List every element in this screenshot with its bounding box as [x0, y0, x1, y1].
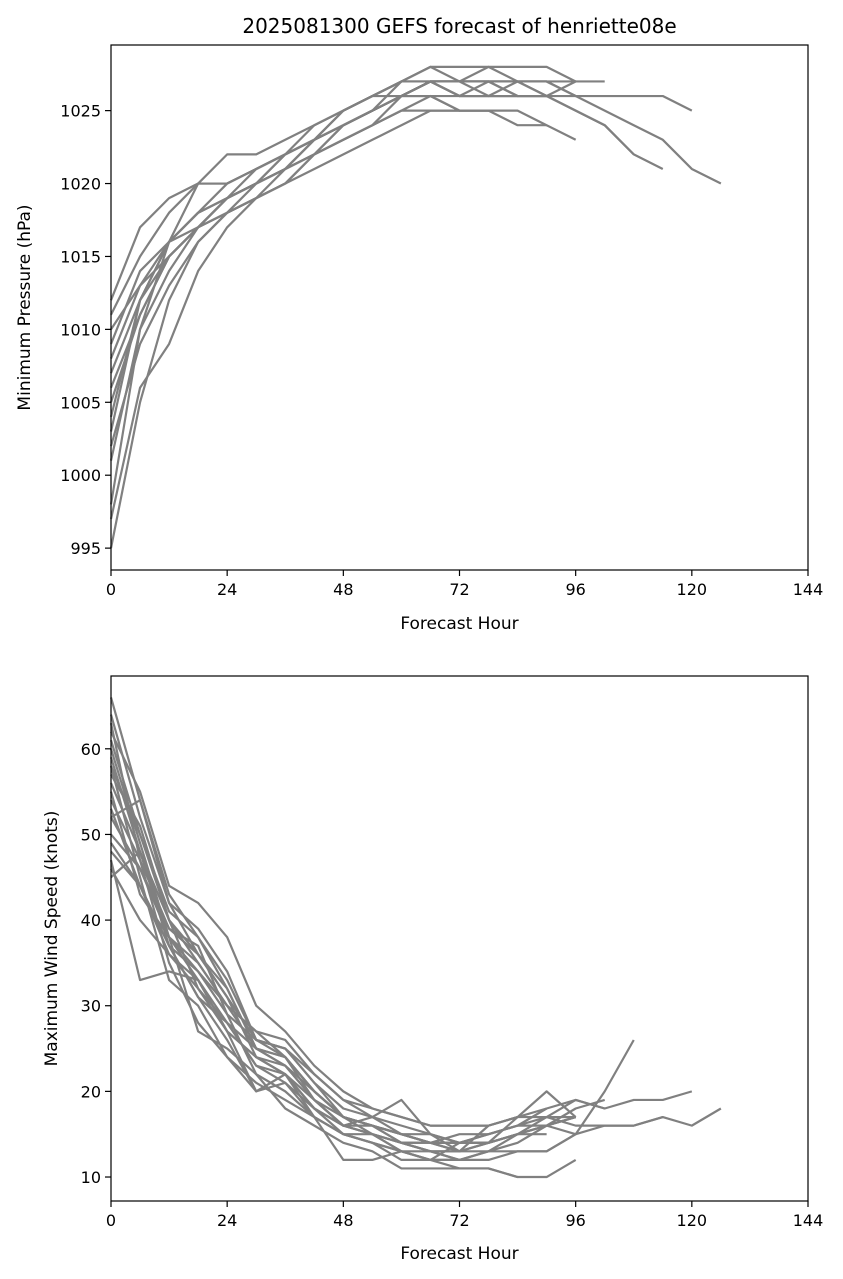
wind-series-line — [109, 791, 518, 1179]
wind-series-line — [109, 757, 258, 1092]
pressure-series-line — [109, 109, 460, 359]
pressure-series-line — [109, 65, 577, 301]
pressure-panel: 2025081300 GEFS forecast of henriette08e… — [15, 14, 823, 634]
wind-series-line — [110, 842, 548, 1144]
pressure-x-axis-label: Forecast Hour — [400, 614, 518, 634]
pressure-plot-frame — [110, 44, 809, 571]
pressure-y-tick-label: 1025 — [60, 102, 101, 121]
pressure-x-tick-label: 120 — [677, 580, 708, 599]
wind-y-tick-label: 40 — [81, 911, 101, 930]
pressure-x-tick-label: 96 — [565, 580, 585, 599]
wind-series-line — [109, 722, 460, 1153]
wind-series-line — [110, 799, 547, 1144]
pressure-y-tick-label: 1010 — [60, 320, 101, 339]
chart-title: 2025081300 GEFS forecast of henriette08e — [242, 14, 676, 38]
pressure-y-tick-label: 995 — [70, 539, 101, 558]
pressure-x-tick-label: 144 — [793, 580, 824, 599]
pressure-series-line — [109, 80, 576, 520]
wind-series-line — [109, 765, 664, 1144]
pressure-series-line — [109, 80, 518, 418]
wind-series-line — [109, 808, 402, 1161]
pressure-series-line — [109, 80, 722, 505]
pressure-series-group — [109, 65, 722, 549]
wind-x-tick-label: 48 — [333, 1211, 353, 1230]
pressure-y-tick-label: 1015 — [60, 247, 101, 266]
wind-y-axis-label: Maximum Wind Speed (knots) — [42, 811, 62, 1067]
wind-x-tick-label: 24 — [217, 1211, 237, 1230]
pressure-y-axis: 995 1000 1005 1010 1015 1020 1025 — [60, 102, 111, 558]
wind-series-line — [110, 773, 576, 1144]
wind-x-tick-label: 72 — [449, 1211, 469, 1230]
pressure-y-tick-label: 1000 — [60, 466, 101, 485]
pressure-x-axis: 0 24 48 72 96 120 144 — [106, 570, 823, 599]
wind-y-tick-label: 10 — [81, 1168, 101, 1187]
wind-x-tick-label: 96 — [565, 1211, 585, 1230]
wind-y-tick-label: 20 — [81, 1082, 101, 1101]
pressure-y-tick-label: 1005 — [60, 393, 101, 412]
pressure-series-line — [109, 94, 489, 447]
pressure-series-line — [110, 80, 548, 316]
pressure-series-line — [109, 80, 664, 432]
pressure-y-tick-label: 1020 — [60, 175, 101, 194]
pressure-series-line — [109, 80, 547, 374]
wind-y-tick-label: 30 — [81, 997, 101, 1016]
wind-y-tick-label: 50 — [81, 825, 101, 844]
wind-x-axis-label: Forecast Hour — [400, 1244, 518, 1264]
wind-x-tick-label: 0 — [106, 1211, 116, 1230]
pressure-x-tick-label: 48 — [333, 580, 353, 599]
wind-series-group — [109, 697, 722, 1179]
pressure-x-tick-label: 0 — [106, 580, 116, 599]
wind-y-axis: 10 20 30 40 50 60 — [81, 740, 111, 1187]
pressure-series-line — [109, 109, 577, 549]
wind-x-tick-label: 144 — [793, 1211, 824, 1230]
wind-series-line — [110, 816, 606, 1144]
wind-series-line — [109, 739, 518, 1153]
pressure-x-tick-label: 72 — [449, 580, 469, 599]
wind-x-axis: 0 24 48 72 96 120 144 — [106, 1201, 823, 1230]
wind-plot-frame — [110, 675, 809, 1202]
wind-x-tick-label: 120 — [677, 1211, 708, 1230]
wind-panel: 0 24 48 72 96 120 144 10 20 30 40 50 60 Forecast Ho… — [42, 675, 823, 1264]
wind-y-tick-label: 60 — [81, 740, 101, 759]
pressure-y-axis-label: Minimum Pressure (hPa) — [15, 204, 35, 410]
wind-series-line — [109, 765, 489, 1161]
pressure-x-tick-label: 24 — [217, 580, 237, 599]
wind-series-line — [109, 697, 722, 1144]
wind-series-line — [110, 833, 577, 1153]
